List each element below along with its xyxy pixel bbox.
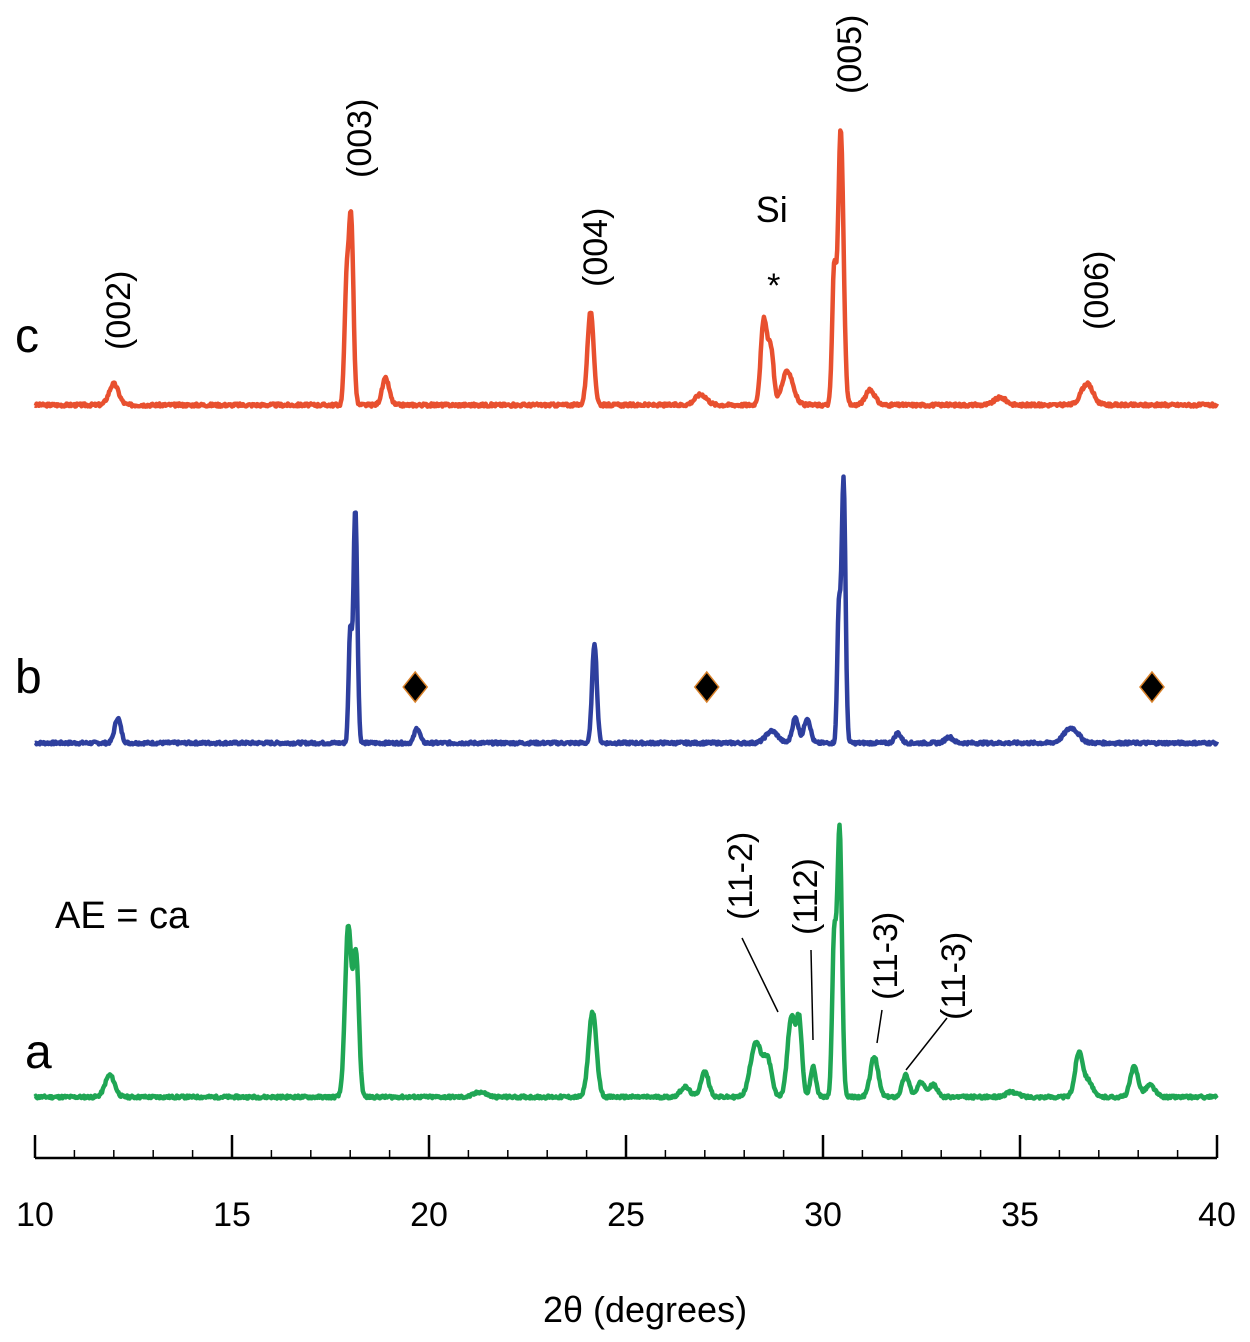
trace-b bbox=[33, 474, 1220, 747]
peak-label-c-2: (004) bbox=[577, 208, 615, 287]
peak-label-a-3: (11-3) bbox=[935, 932, 973, 1020]
si-star-marker: * bbox=[767, 267, 780, 305]
peak-label-a-2: (11-3) bbox=[867, 912, 905, 1000]
si-label: Si bbox=[756, 189, 788, 230]
diamond-marker bbox=[693, 670, 720, 704]
x-tick-label: 30 bbox=[804, 1196, 842, 1234]
x-tick-label: 10 bbox=[16, 1196, 54, 1234]
annotation-text: AE = ca bbox=[55, 895, 190, 937]
peak-markers: * bbox=[402, 267, 1165, 704]
peak-label-c-3: (005) bbox=[831, 15, 869, 94]
x-tick-label: 35 bbox=[1001, 1196, 1039, 1234]
pattern-traces bbox=[33, 128, 1220, 1101]
x-axis-label: 2θ (degrees) bbox=[543, 1289, 747, 1330]
leader-line bbox=[876, 1009, 883, 1044]
trace-c bbox=[33, 128, 1220, 409]
x-tick-label: 25 bbox=[607, 1196, 645, 1234]
series-name-b: b bbox=[15, 651, 42, 704]
leader-line bbox=[741, 937, 779, 1013]
peak-label-a-0: (11-2) bbox=[722, 832, 760, 920]
peak-labels: c b a (002) (003) (004) (005) (006) Si (11-2) (112… bbox=[15, 15, 1116, 1079]
leader-line bbox=[810, 949, 814, 1041]
series-name-c: c bbox=[15, 310, 39, 363]
series-name-a: a bbox=[25, 1026, 52, 1079]
diamond-marker bbox=[402, 670, 429, 704]
trace-a bbox=[33, 822, 1219, 1101]
x-tick-label: 20 bbox=[410, 1196, 448, 1234]
x-axis: 10 15 20 25 30 35 40 bbox=[16, 1135, 1236, 1234]
x-tick-label: 40 bbox=[1198, 1196, 1236, 1234]
peak-label-c-1: (003) bbox=[341, 99, 379, 178]
x-tick-label: 15 bbox=[213, 1196, 251, 1234]
leader-line bbox=[905, 1017, 948, 1071]
peak-label-c-4: (006) bbox=[1078, 251, 1116, 330]
peak-label-c-0: (002) bbox=[100, 271, 138, 350]
peak-label-a-1: (112) bbox=[787, 858, 825, 935]
diamond-marker bbox=[1139, 670, 1165, 704]
